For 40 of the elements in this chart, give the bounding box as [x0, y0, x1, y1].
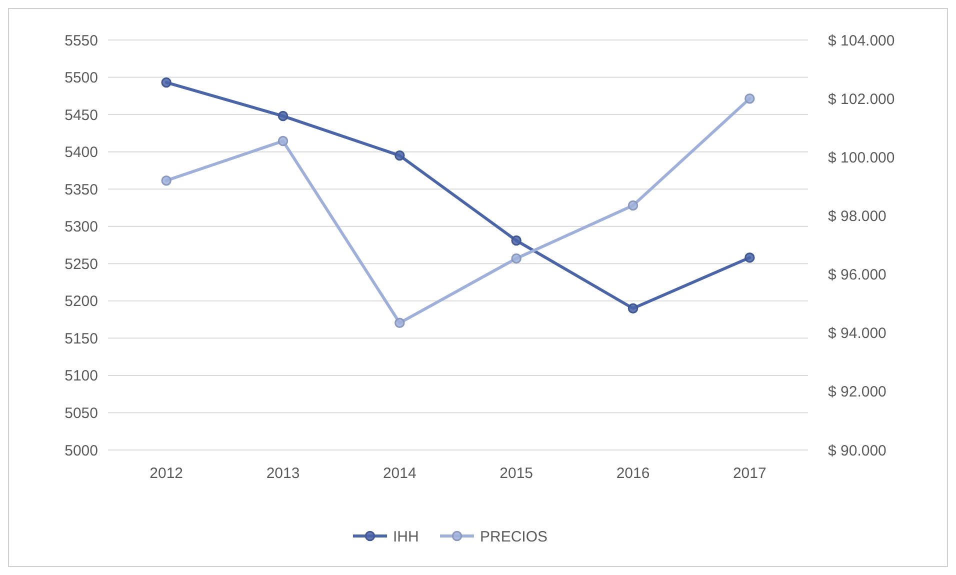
x-tick-label: 2014 [382, 465, 416, 482]
y2-tick-label: $ 98.000 [828, 208, 886, 225]
y2-tick-label: $ 94.000 [828, 325, 886, 342]
y-tick-label: 5000 [64, 442, 98, 460]
point [394, 150, 405, 161]
y-tick-label: 5500 [64, 70, 98, 87]
point [278, 110, 288, 122]
y-tick-label: 5050 [64, 404, 98, 422]
x-tick-label: 2012 [150, 465, 184, 482]
point [278, 136, 288, 146]
point [628, 303, 638, 314]
y-tick-label: 5100 [64, 368, 98, 385]
point [511, 253, 522, 264]
y2-tick-label: $ 104.000 [828, 32, 895, 50]
y-tick-label: 5150 [64, 330, 98, 348]
point [511, 235, 522, 246]
y2-tick-label: $ 92.000 [828, 384, 886, 401]
legend-label: IHH [393, 528, 419, 546]
y-tick-label: 5550 [64, 32, 98, 50]
x-tick-label: 2016 [616, 465, 650, 482]
point [744, 93, 755, 104]
y-tick-label: 5300 [64, 218, 98, 236]
y-tick-label: 5350 [64, 181, 98, 198]
x-tick-label: 2013 [266, 465, 300, 482]
point [744, 252, 755, 263]
y2-tick-label: $ 90.000 [828, 442, 886, 460]
y2-tick-label: $ 102.000 [828, 90, 895, 108]
x-tick-label: 2017 [732, 465, 766, 482]
y2-tick-label: $ 96.000 [828, 266, 886, 284]
y-tick-label: 5200 [64, 293, 98, 310]
y-tick-label: 5450 [64, 106, 98, 124]
point [161, 77, 172, 88]
x-tick-label: 2015 [500, 465, 534, 482]
y-tick-label: 5250 [64, 256, 98, 273]
legend-label: PRECIOS [480, 528, 548, 546]
y-tick-label: 5400 [64, 144, 98, 162]
point [394, 318, 405, 328]
point [161, 175, 172, 186]
y2-tick-label: $ 100.000 [828, 149, 895, 166]
point [628, 200, 638, 211]
